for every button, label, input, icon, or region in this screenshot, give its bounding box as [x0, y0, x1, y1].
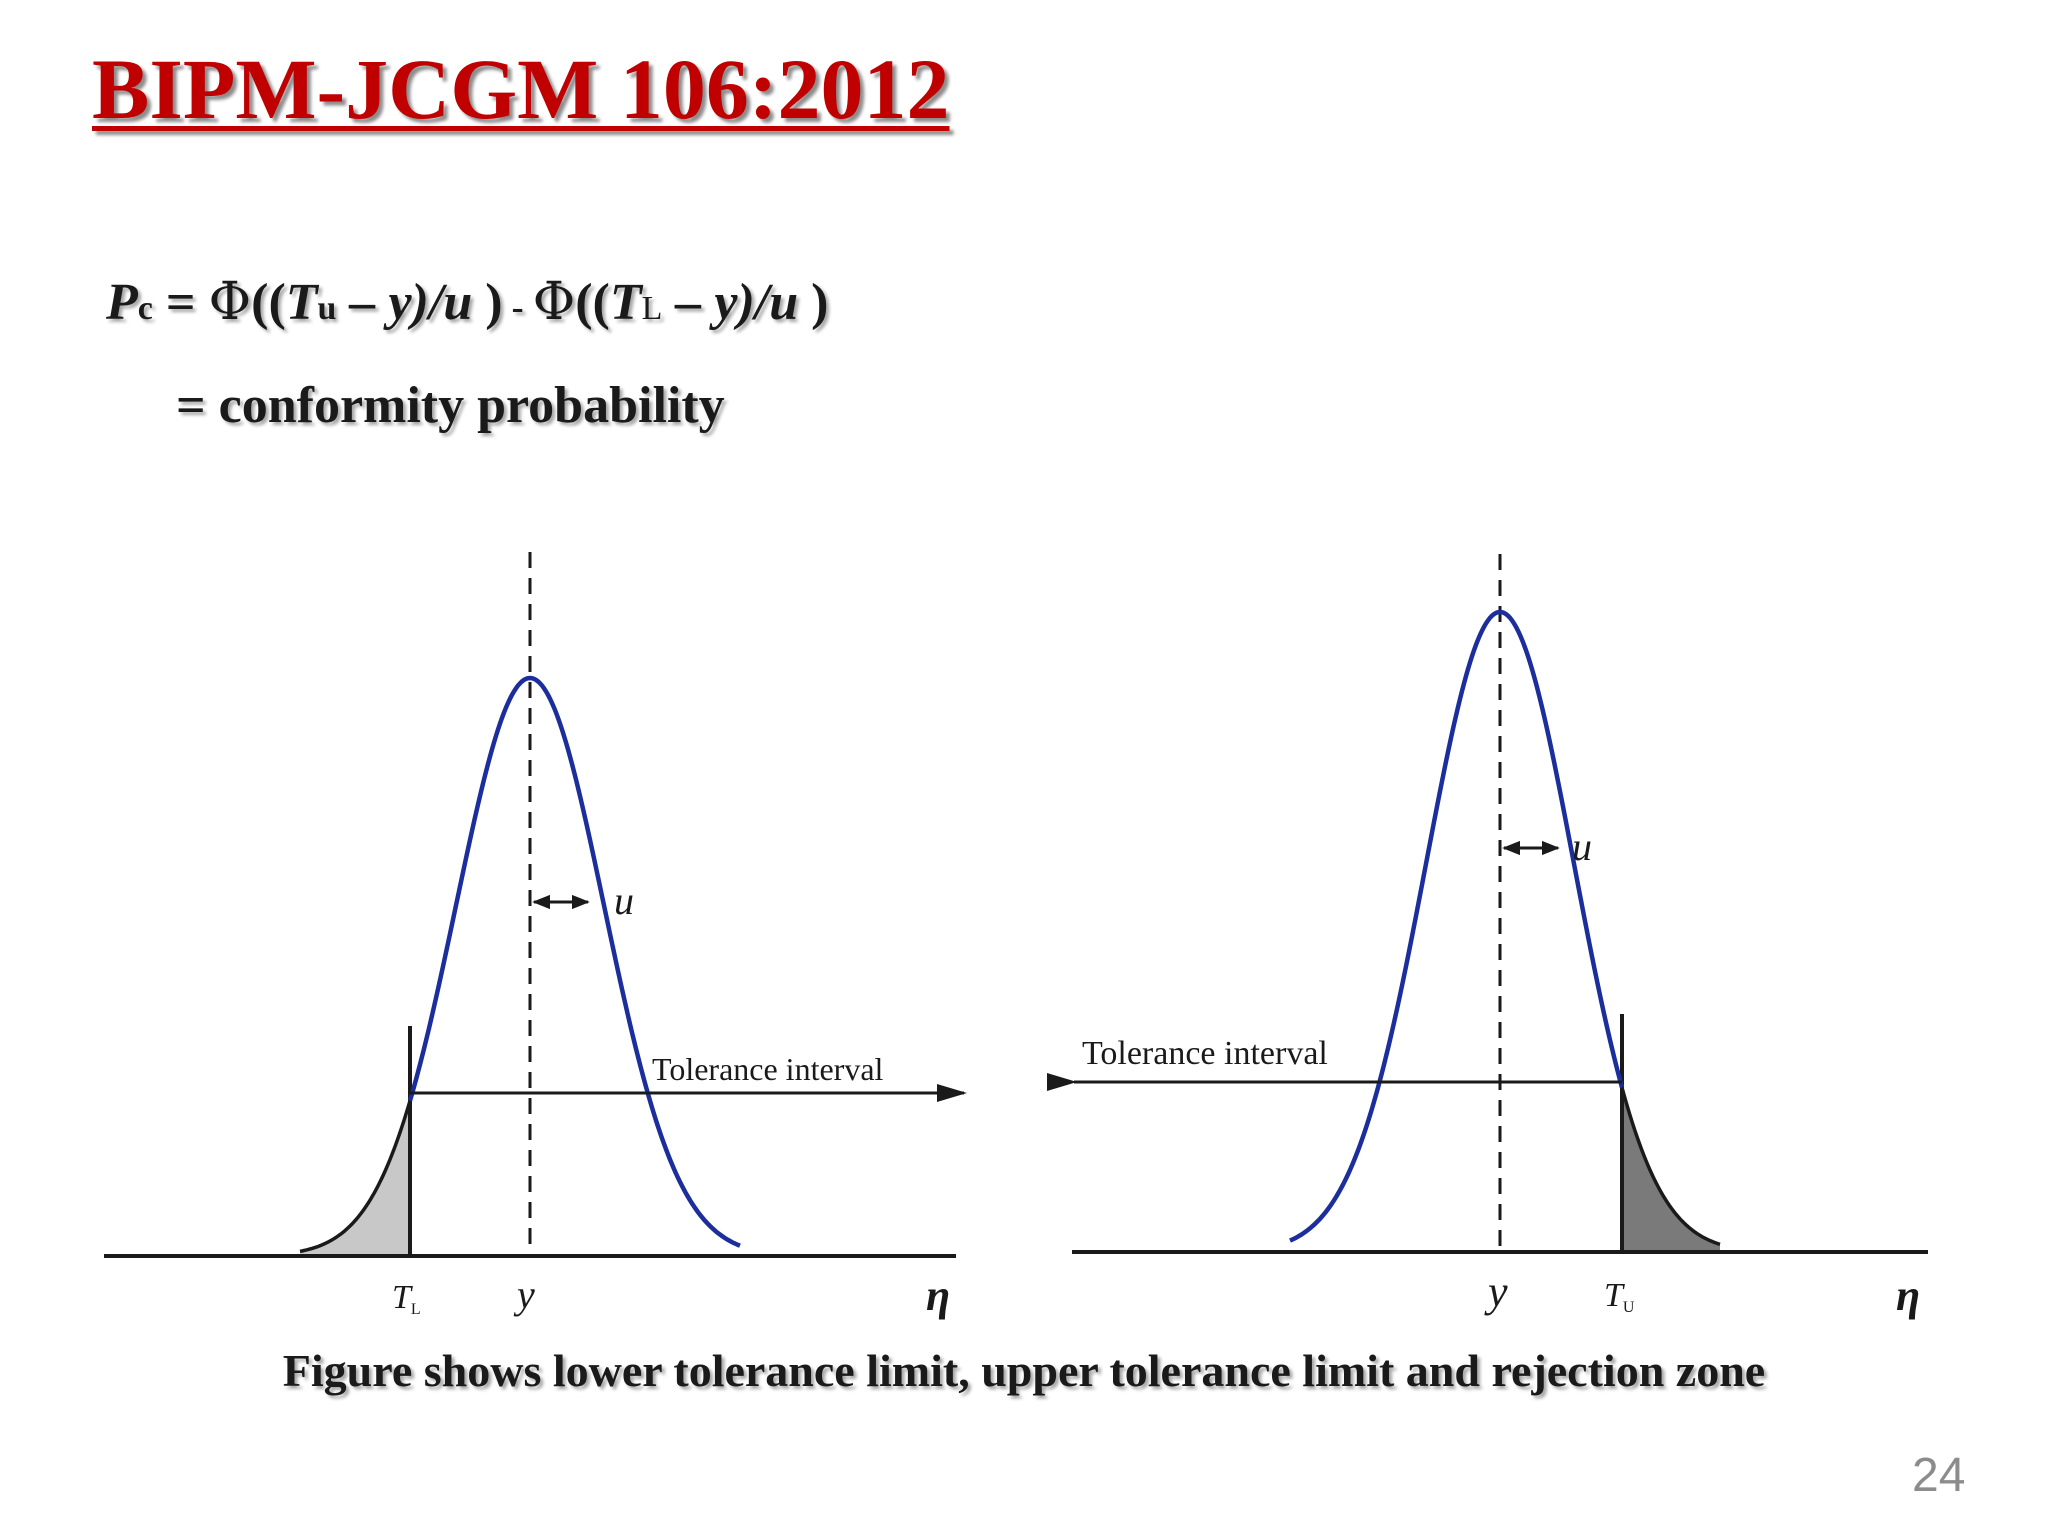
- formula-lhs: P: [106, 274, 138, 331]
- formula-lhs-subscript: c: [137, 290, 153, 327]
- upper-limit-label: TU: [1604, 1277, 1635, 1316]
- upper-limit-subscript: U: [1623, 1299, 1635, 1316]
- formula-open-paren-upper: ((: [251, 274, 286, 331]
- slide-title: BIPM-JCGM 106:2012: [92, 41, 950, 137]
- page-number: 24: [1912, 1449, 1966, 1502]
- conformity-formula: Pc = Φ((Tu – y)/u ) - Φ((TL – y)/u ): [106, 276, 828, 329]
- formula-close-paren-upper: ): [485, 274, 503, 331]
- formula-upper-limit: T: [285, 274, 318, 331]
- lower-limit-figure: Tolerance interval u TL y η: [104, 552, 967, 1320]
- formula-open-paren-lower: ((: [575, 274, 610, 331]
- upper-axis-label: η: [1896, 1271, 1920, 1320]
- upper-normal-curve: [1289, 609, 1625, 1243]
- formula-lower-limit: T: [609, 274, 642, 331]
- lower-curve-tail: [299, 1100, 412, 1254]
- lower-normal-curve: [407, 675, 741, 1248]
- formula-meaning: = conformity probability: [176, 377, 725, 434]
- upper-limit-figure: Tolerance interval u y TU η: [1047, 554, 1928, 1320]
- formula-lower-term: – y)/u: [662, 274, 812, 331]
- lower-mean-label: y: [513, 1272, 535, 1317]
- lower-limit-letter: T: [392, 1279, 413, 1316]
- lower-axis-label: η: [926, 1271, 950, 1320]
- lower-limit-subscript: L: [411, 1301, 421, 1318]
- upper-curve-tail: [1620, 1087, 1721, 1246]
- upper-limit-letter: T: [1604, 1277, 1625, 1314]
- lower-limit-label: TL: [392, 1279, 421, 1318]
- figure-caption: Figure shows lower tolerance limit, uppe…: [282, 1345, 1766, 1396]
- lower-rejection-zone: [300, 1100, 410, 1256]
- upper-rejection-zone: [1622, 1087, 1720, 1252]
- formula-minus: -: [502, 287, 533, 327]
- formula-close-paren-lower: ): [811, 274, 829, 331]
- lower-sigma-label: u: [614, 878, 634, 923]
- lower-tolerance-label: Tolerance interval: [652, 1051, 884, 1087]
- formula-upper-term: – y)/u: [336, 274, 486, 331]
- formula-lower-limit-subscript: L: [641, 290, 663, 327]
- upper-tolerance-label: Tolerance interval: [1082, 1035, 1328, 1072]
- upper-sigma-label: u: [1572, 824, 1592, 869]
- formula-phi-lower: Φ: [532, 272, 576, 332]
- upper-mean-label: y: [1484, 1267, 1508, 1316]
- formula-equals: =: [152, 274, 209, 331]
- formula-upper-limit-subscript: u: [317, 290, 337, 327]
- formula-phi-upper: Φ: [208, 272, 252, 332]
